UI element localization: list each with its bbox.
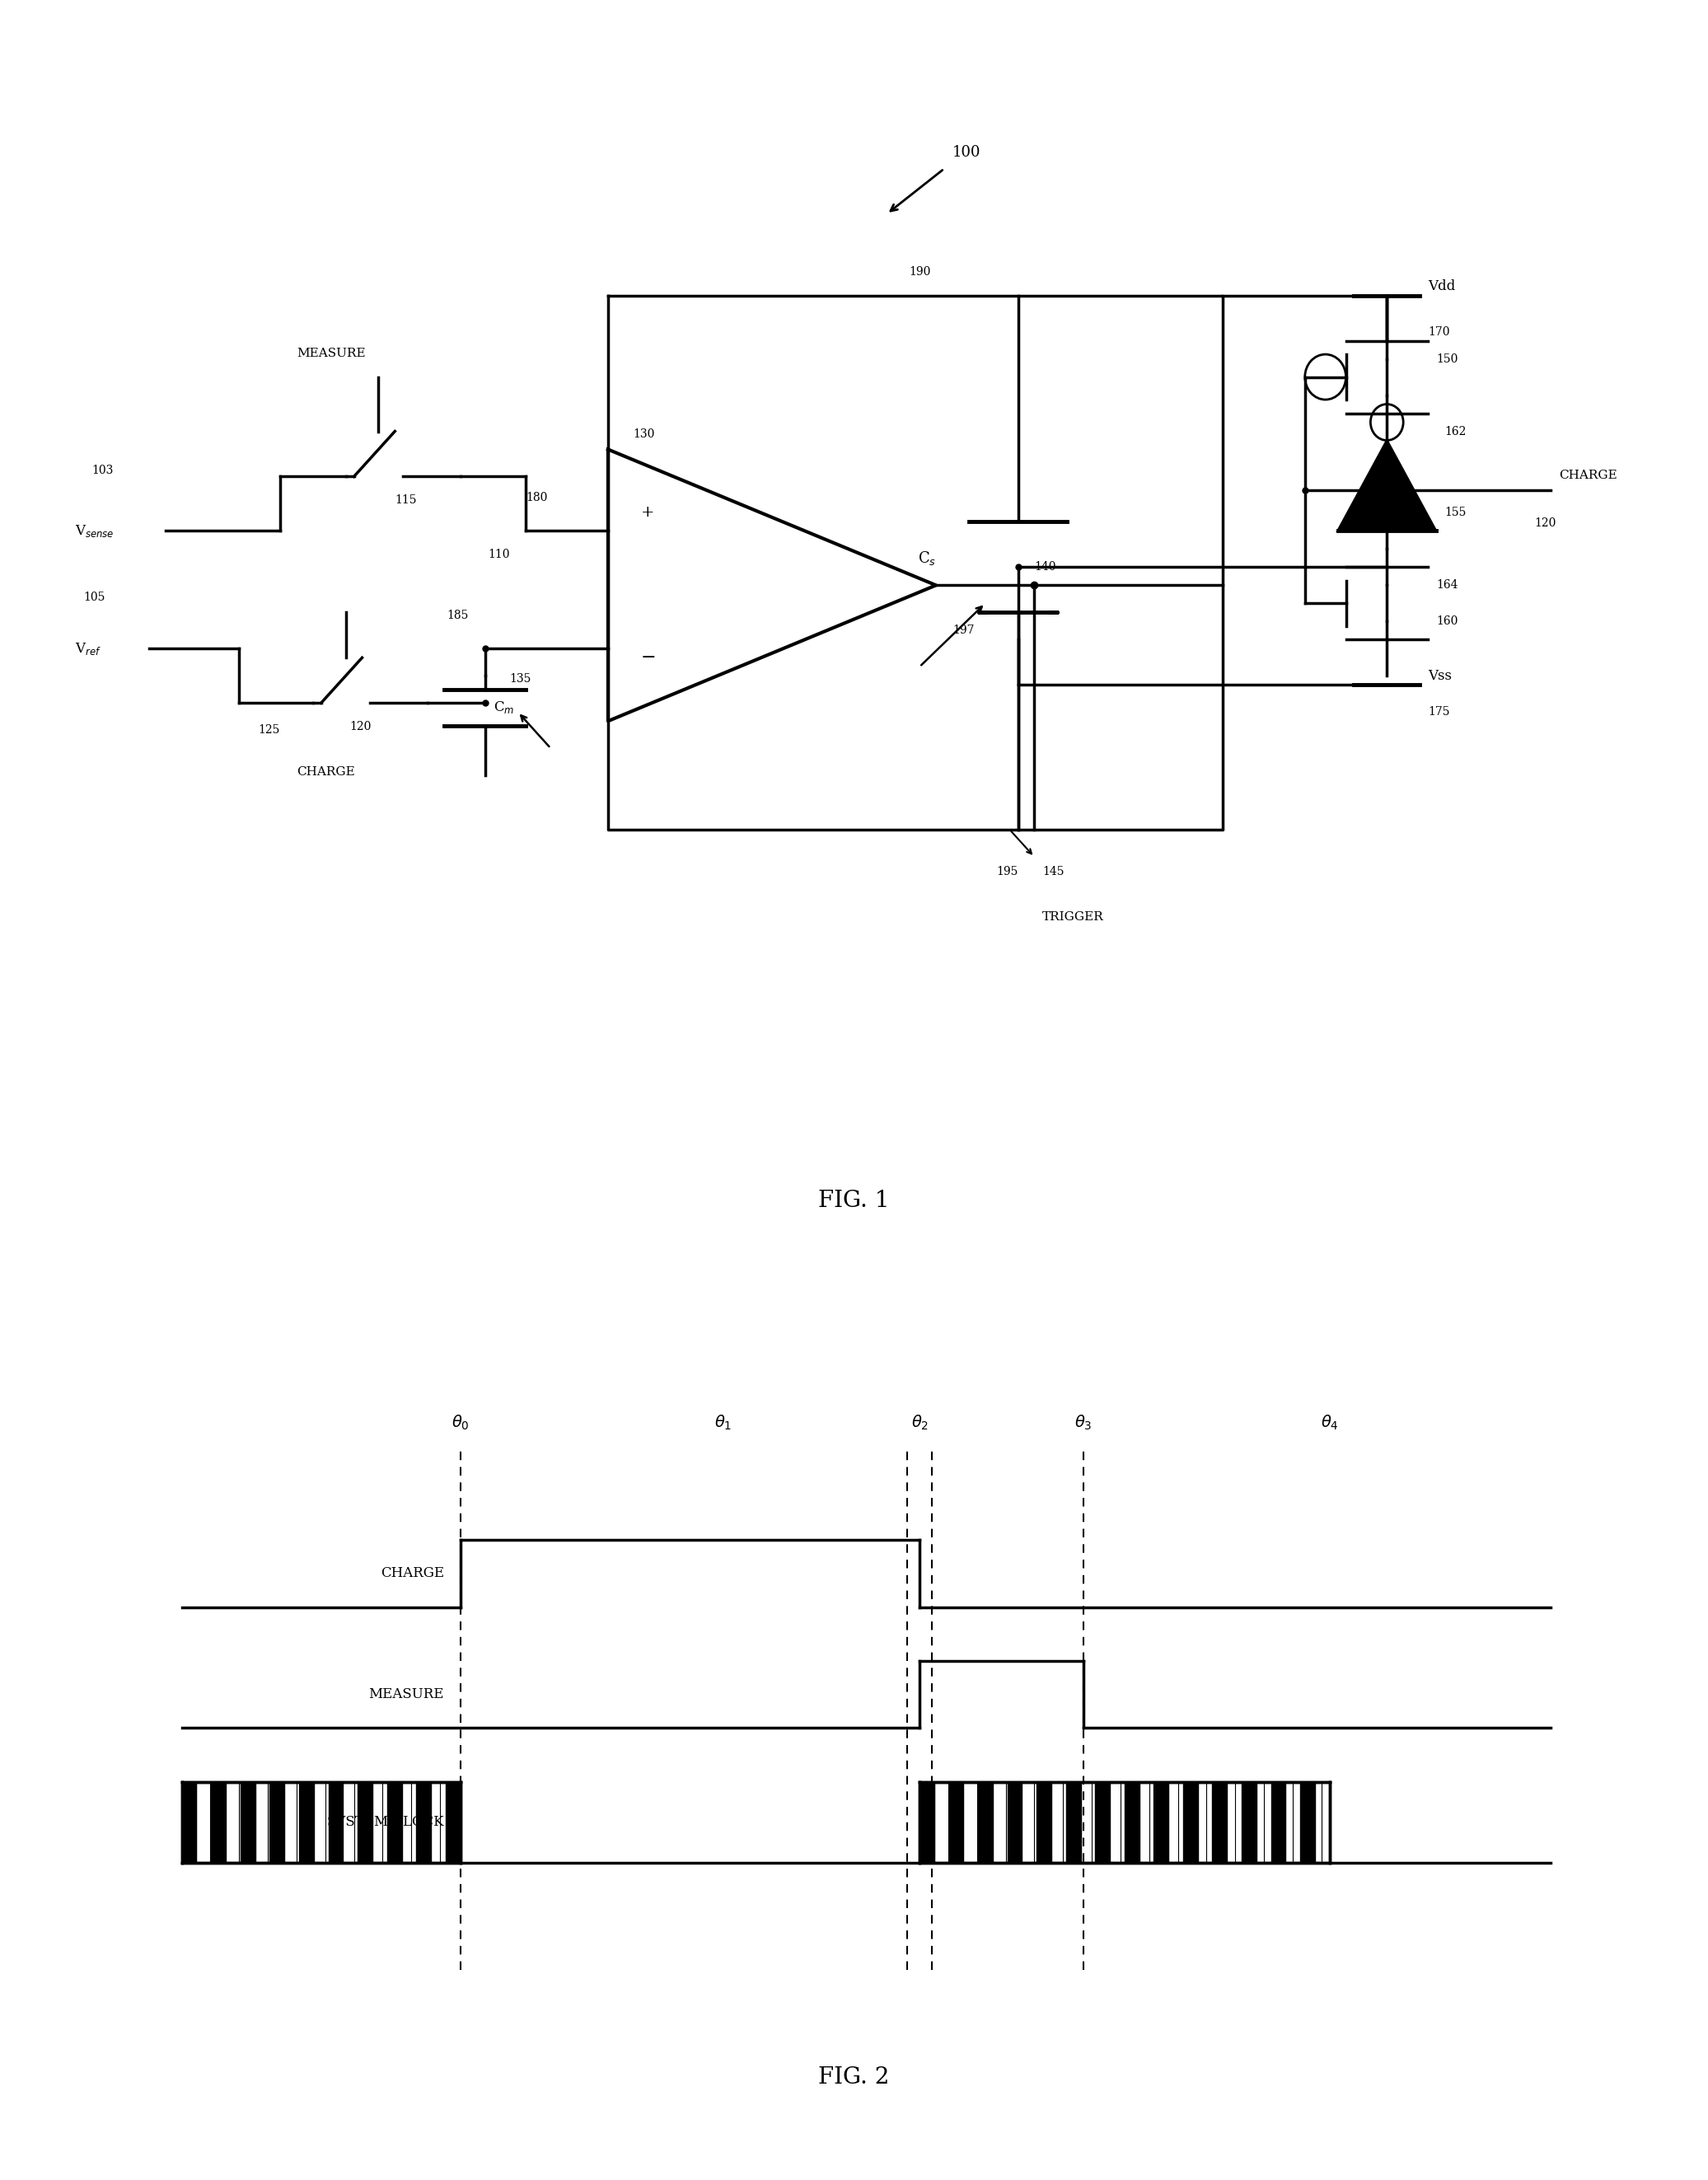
Text: +: + [640,506,654,521]
Text: 164: 164 [1436,580,1459,591]
Text: 110: 110 [488,549,509,560]
Text: 103: 103 [92,464,113,477]
Text: FIG. 1: FIG. 1 [818,1190,890,1212]
Text: 162: 162 [1445,425,1465,436]
Text: 105: 105 [84,591,106,604]
Text: MEASURE: MEASURE [369,1687,444,1700]
Text: CHARGE: CHARGE [1559,469,1617,482]
Text: 197: 197 [953,626,974,637]
Polygon shape [1337,440,1436,532]
Text: $\theta_4$: $\theta_4$ [1320,1415,1339,1432]
Text: Vdd: Vdd [1428,279,1455,294]
Text: 135: 135 [509,674,531,685]
Text: 145: 145 [1042,865,1064,879]
Text: 195: 195 [996,865,1018,879]
Text: 190: 190 [909,266,931,277]
Text: $\theta_1$: $\theta_1$ [714,1415,731,1432]
Text: 170: 170 [1428,327,1450,338]
Text: CHARGE: CHARGE [297,767,355,778]
Text: 115: 115 [395,495,417,506]
Text: Vss: Vss [1428,669,1452,682]
Text: 100: 100 [953,144,980,159]
Text: 155: 155 [1445,508,1465,519]
Text: 150: 150 [1436,353,1459,364]
Text: 180: 180 [526,493,548,504]
Text: 130: 130 [632,429,654,440]
Text: 185: 185 [447,610,468,621]
Text: $\theta_3$: $\theta_3$ [1074,1415,1093,1432]
Text: C$_m$: C$_m$ [494,700,514,715]
Text: CHARGE: CHARGE [381,1567,444,1580]
Text: SYSTEM CLOCK: SYSTEM CLOCK [328,1816,444,1829]
Text: −: − [640,650,656,667]
Text: 160: 160 [1436,615,1459,628]
Text: 175: 175 [1428,706,1450,717]
Text: C$_s$: C$_s$ [917,549,936,567]
Text: MEASURE: MEASURE [297,347,366,360]
Text: V$_{ref}$: V$_{ref}$ [75,641,101,656]
Text: 120: 120 [1534,517,1556,530]
Text: $\theta_0$: $\theta_0$ [451,1415,470,1432]
Text: $\theta_2$: $\theta_2$ [910,1415,929,1432]
Text: 125: 125 [258,724,280,737]
Text: FIG. 2: FIG. 2 [818,2067,890,2088]
Text: 140: 140 [1035,562,1056,573]
Text: 120: 120 [350,722,372,732]
Text: V$_{sense}$: V$_{sense}$ [75,523,114,538]
Text: TRIGGER: TRIGGER [1042,911,1103,922]
